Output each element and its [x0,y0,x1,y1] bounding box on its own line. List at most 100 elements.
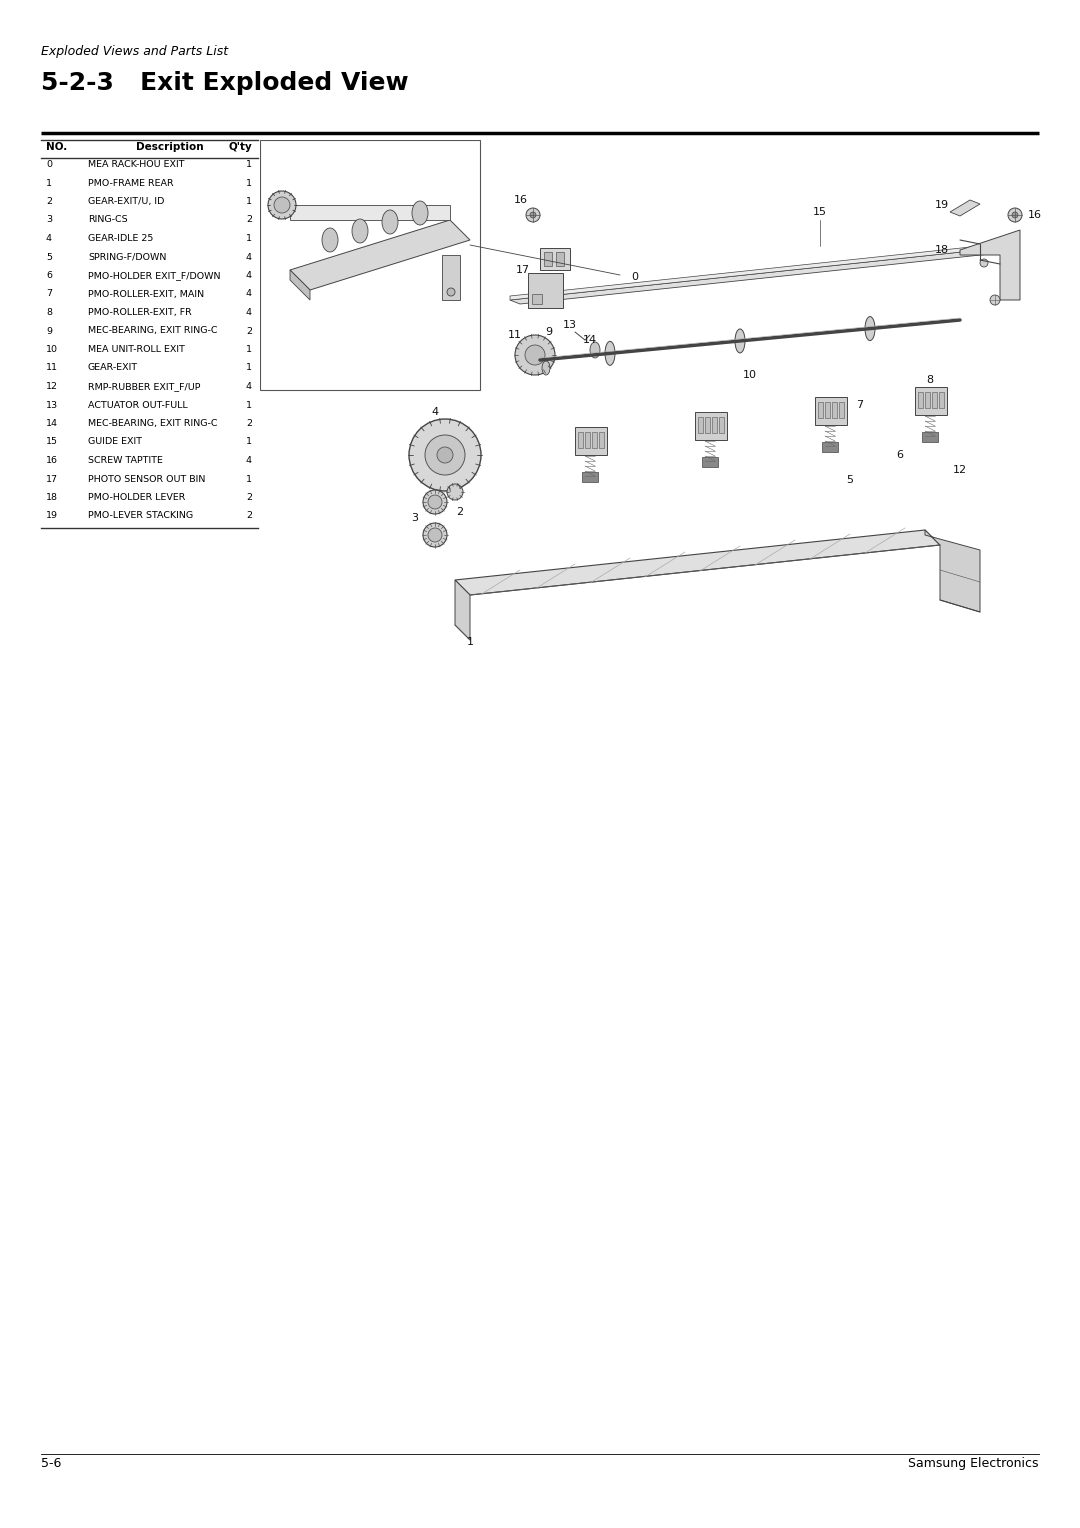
Bar [442,255,460,299]
Text: MEC-BEARING, EXIT RING-C: MEC-BEARING, EXIT RING-C [87,327,217,336]
Text: GUIDE EXIT: GUIDE EXIT [87,437,141,446]
Bar [698,417,703,432]
Bar [719,417,724,432]
Text: 4: 4 [246,289,252,298]
Text: MEA RACK-HOU EXIT: MEA RACK-HOU EXIT [87,160,185,170]
Text: 18: 18 [935,244,949,255]
Ellipse shape [590,342,600,358]
Text: 5: 5 [46,252,52,261]
Text: 2: 2 [246,419,252,428]
Text: 1: 1 [246,197,252,206]
Circle shape [1012,212,1018,219]
Circle shape [530,212,536,219]
Ellipse shape [542,361,550,374]
Circle shape [274,197,291,212]
Text: 7: 7 [856,400,864,410]
Text: 6: 6 [46,270,52,280]
Text: 2: 2 [246,327,252,336]
Polygon shape [510,251,990,304]
Circle shape [525,345,545,365]
Text: 1: 1 [246,437,252,446]
Text: GEAR-IDLE 25: GEAR-IDLE 25 [87,234,153,243]
Ellipse shape [865,316,875,341]
Polygon shape [291,220,470,290]
Bar [544,252,552,266]
Circle shape [990,295,1000,306]
Text: 2: 2 [246,494,252,503]
Bar [578,432,583,448]
Polygon shape [291,270,310,299]
Text: 1: 1 [246,160,252,170]
Text: 4: 4 [246,455,252,465]
Bar [818,402,823,419]
Bar [915,387,947,416]
Text: 7: 7 [46,289,52,298]
Bar [712,417,717,432]
Text: 16: 16 [514,196,528,205]
Circle shape [447,287,455,296]
Bar [924,393,930,408]
Text: 3: 3 [411,513,419,523]
Circle shape [268,191,296,219]
Bar [839,402,843,419]
Text: 18: 18 [46,494,58,503]
Polygon shape [924,530,980,613]
Ellipse shape [411,202,428,225]
Text: 4: 4 [246,252,252,261]
Text: PMO-FRAME REAR: PMO-FRAME REAR [87,179,174,188]
Text: 1: 1 [246,345,252,354]
Text: GEAR-EXIT: GEAR-EXIT [87,364,138,373]
Text: 8: 8 [927,374,933,385]
Text: PHOTO SENSOR OUT BIN: PHOTO SENSOR OUT BIN [87,475,205,483]
Text: Q'ty: Q'ty [228,142,252,151]
Text: 11: 11 [46,364,58,373]
Text: 2: 2 [457,507,463,516]
Bar [260,141,480,390]
Polygon shape [455,581,470,640]
Text: PMO-ROLLER-EXIT, MAIN: PMO-ROLLER-EXIT, MAIN [87,289,204,298]
Polygon shape [510,246,980,299]
Text: 1: 1 [246,364,252,373]
Bar [932,393,937,408]
Text: 12: 12 [46,382,58,391]
Text: ACTUATOR OUT-FULL: ACTUATOR OUT-FULL [87,400,188,410]
Text: 1: 1 [246,475,252,483]
Ellipse shape [382,209,399,234]
Polygon shape [455,530,940,594]
Text: 9: 9 [46,327,52,336]
Text: 0: 0 [46,160,52,170]
Text: 19: 19 [46,512,58,521]
Bar [702,457,718,468]
Bar [599,432,604,448]
Text: 1: 1 [246,234,252,243]
Bar [832,402,837,419]
Text: PMO-HOLDER LEVER: PMO-HOLDER LEVER [87,494,186,503]
Circle shape [437,448,453,463]
Ellipse shape [352,219,368,243]
Bar [532,293,542,304]
Text: 11: 11 [508,330,522,341]
Text: 13: 13 [563,319,577,330]
Text: 4: 4 [246,309,252,316]
Text: 5: 5 [847,475,853,484]
Text: 1: 1 [46,179,52,188]
Circle shape [447,484,463,500]
Text: SPRING-F/DOWN: SPRING-F/DOWN [87,252,166,261]
Text: RMP-RUBBER EXIT_F/UP: RMP-RUBBER EXIT_F/UP [87,382,201,391]
Circle shape [426,435,465,475]
Text: 4: 4 [46,234,52,243]
Bar [540,248,570,270]
Text: 3: 3 [46,215,52,225]
Text: Exploded Views and Parts List: Exploded Views and Parts List [41,44,228,58]
Bar [918,393,923,408]
Text: 16: 16 [46,455,58,465]
Text: 1: 1 [246,400,252,410]
Circle shape [1008,208,1022,222]
Bar [922,432,939,442]
Bar [556,252,564,266]
Text: 13: 13 [46,400,58,410]
Text: PMO-LEVER STACKING: PMO-LEVER STACKING [87,512,193,521]
Bar [705,417,710,432]
Text: 1: 1 [467,637,473,646]
Bar [939,393,944,408]
